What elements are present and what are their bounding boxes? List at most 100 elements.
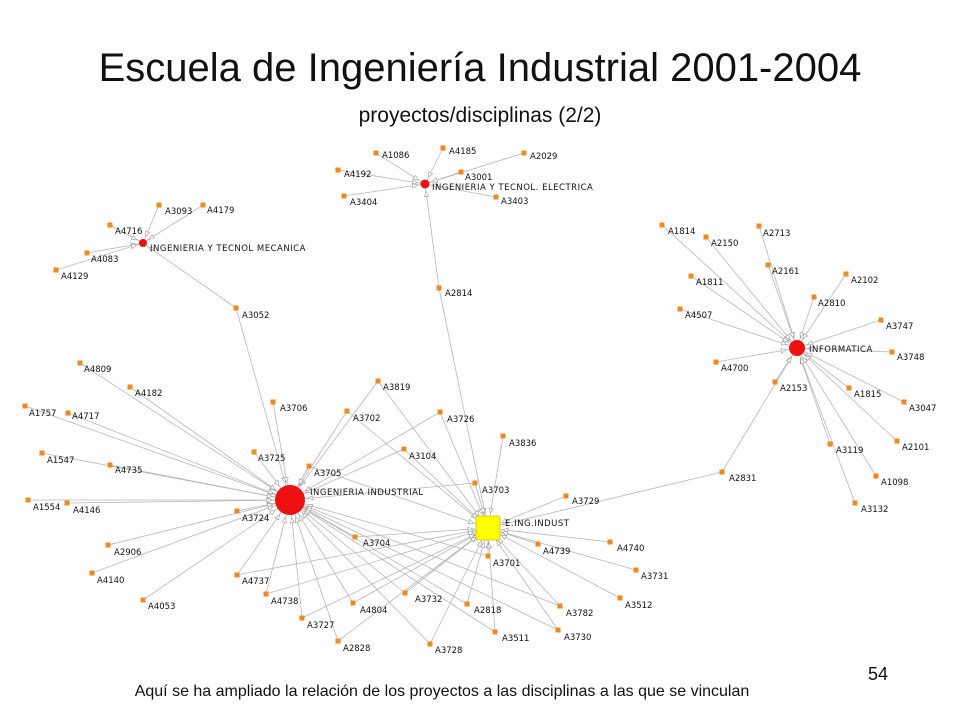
edge-a3704-eind [354,527,489,538]
project-label: A3104 [409,452,436,462]
edge-a3782-ii [289,499,561,607]
project-node-a1815: A1815 [846,385,881,400]
project-node-a3511: A3511 [492,629,529,644]
project-node-a2161: A2161 [765,262,799,277]
project-label: A4140 [97,576,124,586]
project-marker [852,500,858,506]
edge-arrow-a4140-ii [267,505,274,511]
edge-a2814-eind [438,287,489,529]
project-label: A2818 [474,606,501,616]
edge-a4738-ii [265,499,291,595]
project-label: A3052 [242,311,269,321]
edge-a3836-eind [487,435,504,529]
project-label: A4192 [344,170,371,180]
edge-arrow-a4053-ii [269,509,276,516]
project-label: A4507 [685,311,712,321]
project-label: A1815 [854,390,881,400]
edge-a3819-eind [377,380,489,529]
project-node-a1811: A1811 [688,273,723,288]
edge-a3726-ii [289,411,441,501]
project-marker [607,539,613,545]
project-label: A3511 [502,634,529,644]
project-marker [677,306,683,312]
discipline-label: INGENIERIA Y TECNOL MECANICA [150,244,306,254]
edge-arrow-a3725-ii [273,479,280,487]
project-marker [756,223,762,229]
project-marker [659,222,665,228]
edge-arrow-a1811-inf [782,336,789,343]
edge-a3511-ii [289,499,496,633]
edge-a1811-inf [690,275,798,349]
project-marker [500,433,506,439]
edge-arrow-a3705-eind [467,518,475,524]
edge-a4738-eind [265,527,489,595]
project-label: A3705 [314,469,341,479]
project-marker [350,600,356,606]
project-marker [873,473,879,479]
edge-a1757-ii [24,405,291,501]
edge-a4192-elec [337,169,426,185]
project-marker [105,542,111,548]
project-node-a3724: A3724 [234,508,269,524]
edge-arrow-a4700-inf [780,348,787,354]
project-label: A4179 [207,206,234,216]
project-marker [827,441,833,447]
project-marker [633,567,639,573]
project-label: A4737 [242,577,269,587]
project-marker [53,267,59,273]
edge-a3726-eind [439,411,489,529]
edge-a3052-ii [235,307,291,501]
edge-arrow-a4804-ii [299,514,305,522]
project-node-a3727: A3727 [299,615,334,631]
edge-a3729-eind [487,495,567,529]
project-marker [375,378,381,384]
project-node-a3052: A3052 [233,305,269,321]
project-node-a1086: A1086 [373,150,409,161]
page-number: 54 [868,664,889,684]
project-marker [233,305,239,311]
project-label: A2906 [114,548,141,558]
edge-arrow-a3729-eind [501,517,508,523]
edge-arrow-a3706-ii [283,476,289,483]
project-node-a3730: A3730 [555,627,591,643]
project-label: A4185 [449,147,476,157]
project-label: A3701 [493,559,520,569]
project-marker [299,615,305,621]
edge-arrow-a3728-eind [476,540,482,548]
project-node-a4083: A4083 [84,250,118,265]
edge-arrow-a2818-eind [480,541,486,549]
project-marker [234,572,240,578]
project-label: A3728 [435,646,462,656]
slide-title: Escuela de Ingeniería Industrial 2001-20… [98,46,862,90]
project-marker [25,497,31,503]
edge-arrow-a2102-inf [802,332,809,340]
network-nodes: A1086 A4185 A2029 A4192 A3001 A3404 A3403 A2814… [22,145,936,656]
edge-a2831-eind [487,471,723,529]
project-node-a3702: A3702 [344,408,380,424]
edge-arrow-a3047-inf [806,352,813,358]
project-marker [719,469,725,475]
edge-arrow-a3703-eind [479,507,485,515]
project-marker [77,360,83,366]
project-marker [127,384,133,390]
project-node-a1554: A1554 [25,497,60,513]
project-label: A2150 [711,239,738,249]
project-node-a4053: A4053 [140,597,175,612]
project-label: A4717 [72,412,99,422]
project-label: A1757 [29,409,56,419]
project-label: A2029 [530,152,557,162]
project-label: A4735 [115,466,142,476]
project-marker [427,641,433,647]
edge-arrow-a3052-mec [148,246,155,253]
project-label: A1086 [382,151,409,161]
project-marker [89,570,95,576]
discipline-node-elec: INGENIERIA Y TECNOL. ELECTRICA [420,179,593,193]
project-node-a4146: A4146 [64,500,100,516]
project-node-a4740: A4740 [607,539,644,554]
project-label: A4804 [360,606,387,616]
project-marker [492,629,498,635]
slide-subtitle: proyectos/disciplinas (2/2) [358,104,602,127]
project-node-a4738: A4738 [263,591,298,607]
project-marker [335,167,341,173]
project-marker [878,317,884,323]
